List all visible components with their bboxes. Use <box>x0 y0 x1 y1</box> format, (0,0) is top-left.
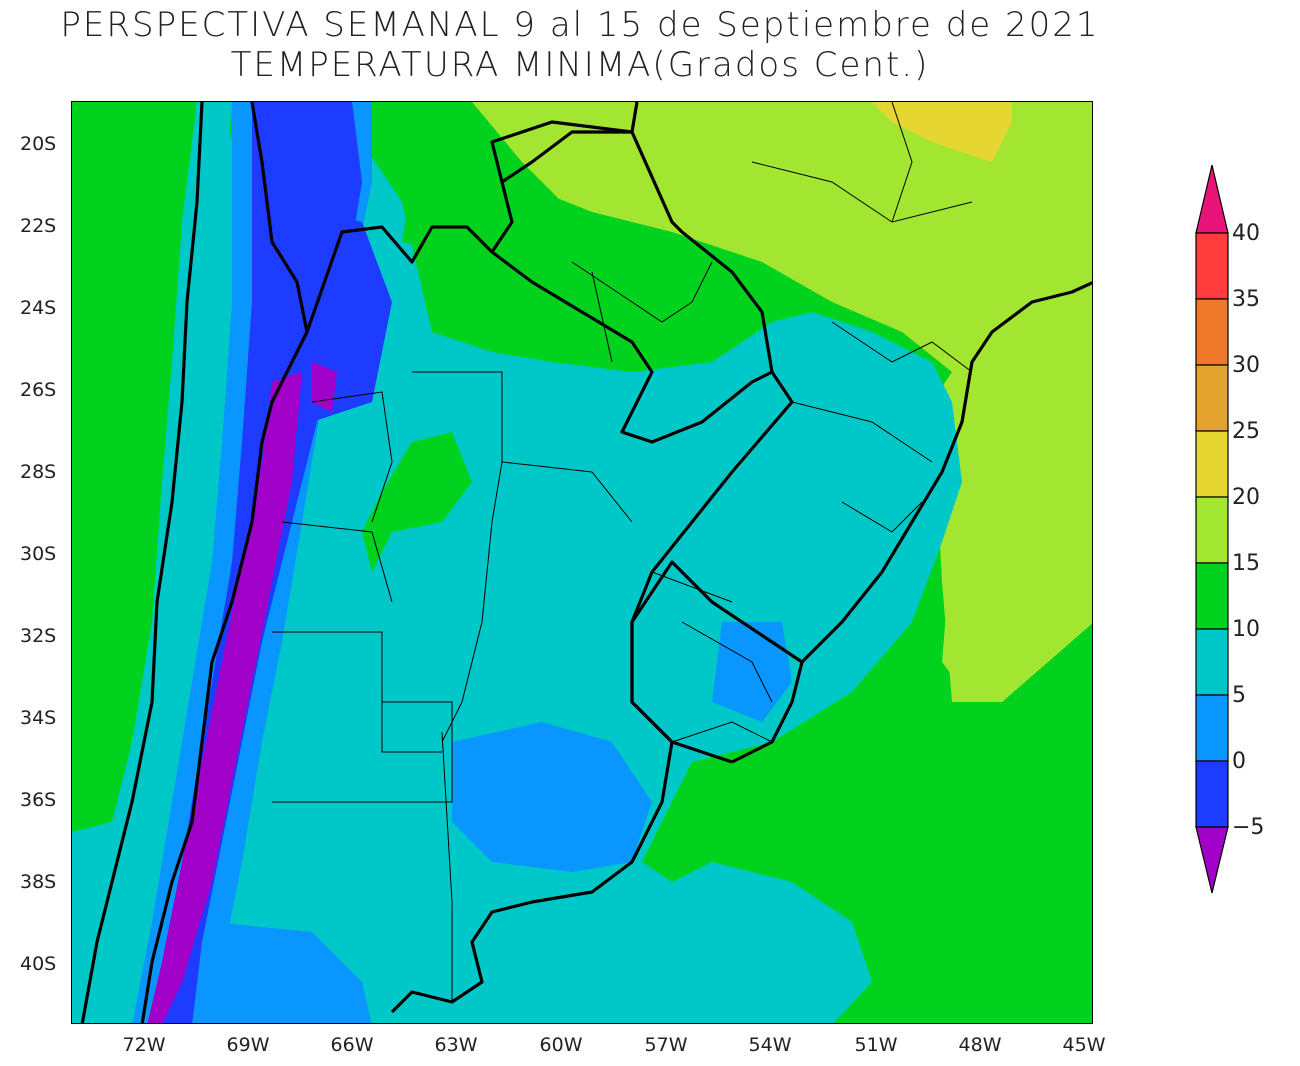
band-0-5-pampas <box>452 722 652 872</box>
colorbar-30-35 <box>1195 298 1229 366</box>
colorbar-label-30: 30 <box>1232 353 1260 378</box>
colorbar-m5-0 <box>1195 760 1229 828</box>
band-0-5-uruguay <box>712 622 792 722</box>
map-svg <box>72 102 1092 1023</box>
colorbar-label-40: 40 <box>1232 221 1260 246</box>
lat-label-24s: 24S <box>20 297 57 319</box>
colorbar-0-5 <box>1195 694 1229 762</box>
colorbar-25-30 <box>1195 364 1229 432</box>
lat-label-38s: 38S <box>20 871 57 893</box>
colorbar-label-0: 0 <box>1232 749 1246 774</box>
lat-label-40s: 40S <box>20 953 57 975</box>
argentina-coast <box>390 741 674 1014</box>
band-20-25-north <box>872 102 1012 162</box>
band-lt-m5-andes <box>147 372 302 1023</box>
lat-label-30s: 30S <box>20 543 57 565</box>
lat-label-32s: 32S <box>20 625 57 647</box>
lat-label-28s: 28S <box>20 461 57 483</box>
bolivia-brazil-border <box>501 102 639 184</box>
colorbar <box>1195 165 1229 894</box>
argentina-north-border <box>305 225 794 764</box>
colorbar-20-25 <box>1195 430 1229 498</box>
colorbar-5-10 <box>1195 628 1229 696</box>
colorbar-label-25: 25 <box>1232 419 1260 444</box>
map-title-line2: TEMPERATURA MINIMA(Grados Cent.) <box>230 45 930 85</box>
lon-label-63w: 63W <box>434 1034 478 1056</box>
lat-label-36s: 36S <box>20 789 57 811</box>
brazil-coast <box>800 281 1092 664</box>
lon-label-72w: 72W <box>122 1034 166 1056</box>
lat-label-20s: 20S <box>20 133 57 155</box>
chile-coast <box>80 102 204 1023</box>
colorbar-label-10: 10 <box>1232 617 1260 642</box>
colorbar-cap-top <box>1195 165 1229 234</box>
band-10-15-chile <box>72 102 197 832</box>
lat-label-22s: 22S <box>20 215 57 237</box>
lon-label-57w: 57W <box>644 1034 688 1056</box>
lon-label-60w: 60W <box>539 1034 583 1056</box>
lat-label-26s: 26S <box>20 379 57 401</box>
colorbar-15-20 <box>1195 496 1229 564</box>
colorbar-cap-bottom <box>1195 826 1229 894</box>
lon-label-45w: 45W <box>1062 1034 1106 1056</box>
lon-label-69w: 69W <box>226 1034 270 1056</box>
temperature-map <box>71 101 1093 1024</box>
lon-label-54w: 54W <box>748 1034 792 1056</box>
band-m5-0-puna <box>272 202 392 422</box>
lon-label-48w: 48W <box>958 1034 1002 1056</box>
chile-argentina-border <box>140 102 309 1023</box>
lon-label-66w: 66W <box>330 1034 374 1056</box>
colorbar-10-15 <box>1195 562 1229 630</box>
band-10-15-patch-a <box>362 432 472 572</box>
lon-label-51w: 51W <box>854 1034 898 1056</box>
band-10-15-central <box>402 172 952 402</box>
band-15-20-atlantic <box>932 402 1092 702</box>
lat-label-34s: 34S <box>20 707 57 729</box>
colorbar-label-15: 15 <box>1232 551 1260 576</box>
colorbar-label-35: 35 <box>1232 287 1260 312</box>
colorbar-label-m5: −5 <box>1232 815 1265 840</box>
country-borders <box>80 102 1092 1023</box>
band-15-20-north <box>472 102 1092 702</box>
band-0-5-south <box>202 922 372 1023</box>
colorbar-label-5: 5 <box>1232 683 1246 708</box>
province-borders <box>272 102 973 1002</box>
uruguay-border <box>630 560 804 764</box>
band-5-10-chile <box>72 102 232 1023</box>
colorbar-35-40 <box>1195 232 1229 300</box>
map-title-line1: PERSPECTIVA SEMANAL 9 al 15 de Septiembr… <box>60 5 1100 45</box>
colorbar-label-20: 20 <box>1232 485 1260 510</box>
